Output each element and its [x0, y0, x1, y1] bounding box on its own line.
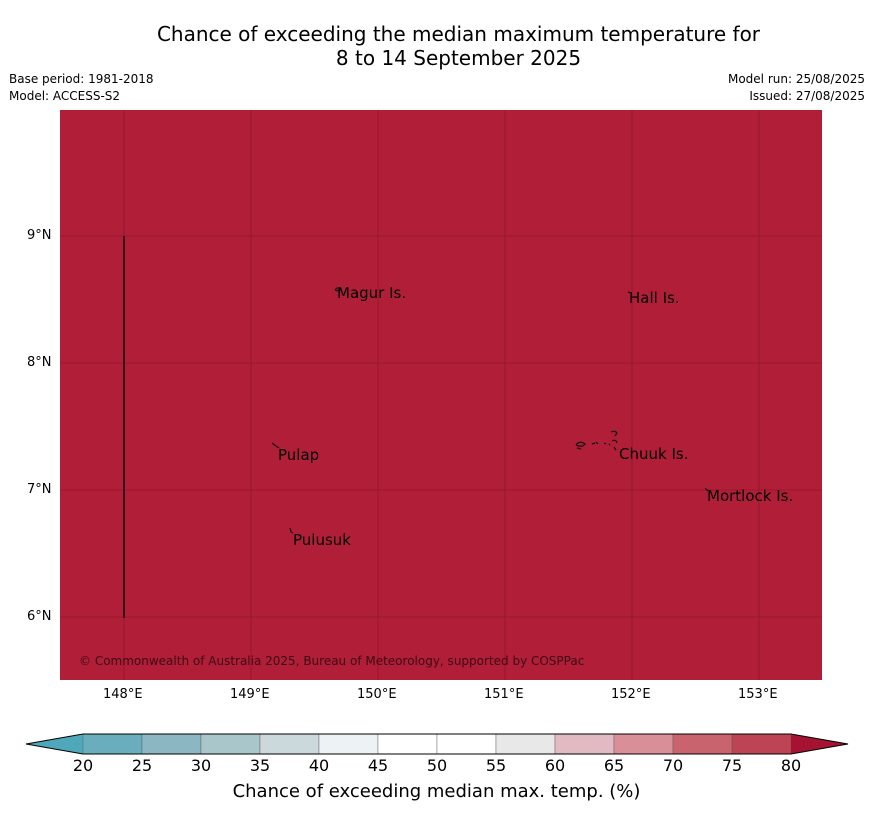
colorbar-outline	[25, 733, 849, 755]
colorbar-segment	[436, 733, 497, 755]
colorbar-tick-label: 30	[190, 756, 212, 775]
colorbar-tick-label: 70	[662, 756, 684, 775]
island-pulap	[271, 442, 280, 449]
lon-label-151e: 151°E	[484, 687, 524, 702]
place-label-pulusuk: Pulusuk	[293, 531, 351, 549]
lat-label-8n: 8°N	[27, 355, 52, 370]
island-magur	[334, 287, 342, 292]
place-label-mortlock: Mortlock Is.	[707, 487, 794, 505]
meta-left: Base period: 1981-2018 Model: ACCESS-S2	[9, 71, 154, 105]
model-name: Model: ACCESS-S2	[9, 89, 121, 103]
colorbar-tick-label: 40	[308, 756, 330, 775]
lon-label-153e: 153°E	[738, 687, 778, 702]
map-title: Chance of exceeding the median maximum t…	[0, 22, 873, 70]
colorbar-tick-label: 50	[426, 756, 448, 775]
colorbar-segment	[731, 733, 792, 755]
colorbar-tick-label: 25	[131, 756, 153, 775]
island-pulusuk	[289, 527, 294, 534]
issued-date: Issued: 27/08/2025	[749, 89, 865, 103]
copyright-notice: © Commonwealth of Australia 2025, Bureau…	[79, 654, 585, 668]
island-chuuk-west	[575, 441, 586, 450]
colorbar-segment	[318, 733, 379, 755]
lon-label-152e: 152°E	[611, 687, 651, 702]
colorbar-segment	[377, 733, 438, 755]
base-period: Base period: 1981-2018	[9, 72, 154, 86]
island-mortlock	[704, 487, 709, 492]
place-label-chuuk: Chuuk Is.	[619, 445, 689, 463]
colorbar-segment	[82, 733, 143, 755]
colorbar-segment	[259, 733, 320, 755]
island-hall	[627, 291, 632, 294]
lat-label-9n: 9°N	[27, 228, 52, 243]
title-line-2: 8 to 14 September 2025	[335, 46, 582, 70]
lat-label-7n: 7°N	[27, 482, 52, 497]
colorbar-tick-label: 65	[603, 756, 625, 775]
colorbar-low-extension	[26, 734, 83, 754]
colorbar-title: Chance of exceeding median max. temp. (%…	[232, 781, 641, 802]
colorbar-high-extension	[791, 734, 848, 754]
lat-label-6n: 6°N	[27, 609, 52, 624]
lon-label-149e: 149°E	[230, 687, 270, 702]
lon-label-148e: 148°E	[103, 687, 143, 702]
island-chuuk-mid	[591, 441, 611, 446]
lon-label-150e: 150°E	[357, 687, 397, 702]
map-panel[interactable]: Magur Is. Hall Is. Pulap Chuuk Is. Mortl…	[60, 110, 822, 680]
colorbar-tick-label: 35	[249, 756, 271, 775]
island-chuuk-east	[610, 430, 618, 451]
title-line-1: Chance of exceeding the median maximum t…	[156, 22, 761, 46]
colorbar-tick-label: 20	[72, 756, 94, 775]
colorbar-segment	[613, 733, 674, 755]
place-label-magur: Magur Is.	[337, 284, 407, 302]
colorbar-tick-label: 75	[721, 756, 743, 775]
model-run: Model run: 25/08/2025	[727, 72, 865, 86]
colorbar-segment	[554, 733, 615, 755]
colorbar-segment	[672, 733, 733, 755]
colorbar-tick-label: 55	[485, 756, 507, 775]
map-graticule	[60, 110, 822, 680]
colorbar-tick-label: 80	[780, 756, 802, 775]
colorbar	[25, 733, 849, 755]
colorbar-segment	[141, 733, 202, 755]
place-label-hall: Hall Is.	[629, 289, 680, 307]
meta-right: Model run: 25/08/2025 Issued: 27/08/2025	[728, 71, 865, 105]
colorbar-tick-label: 45	[367, 756, 389, 775]
colorbar-segment	[200, 733, 261, 755]
colorbar-segment	[495, 733, 556, 755]
place-label-pulap: Pulap	[278, 446, 320, 464]
colorbar-tick-label: 60	[544, 756, 566, 775]
